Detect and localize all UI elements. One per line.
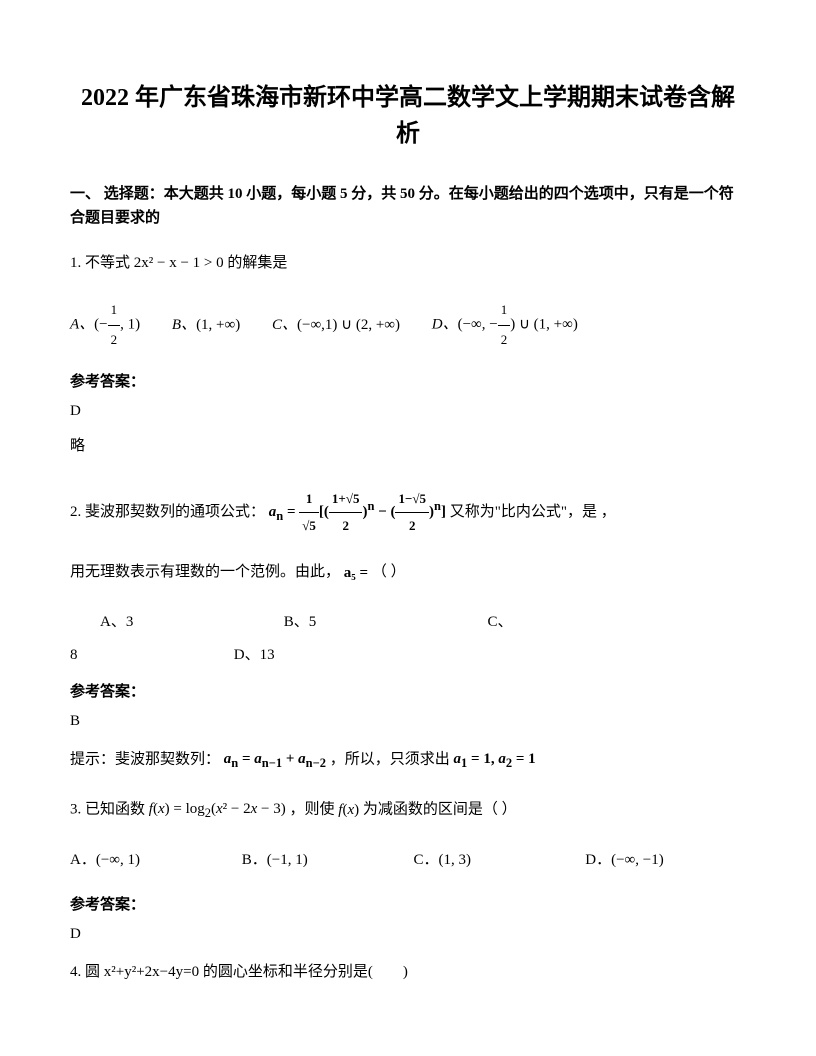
q1-optC-prefix: C、 bbox=[272, 317, 297, 333]
q3-option-d: D．(−∞, −1) bbox=[585, 844, 663, 877]
question-1: 1. 不等式 2x² − x − 1 > 0 的解集是 bbox=[70, 248, 746, 278]
q2-stem-after1: 又称为"比内公式"，是 bbox=[450, 504, 597, 520]
q3-fx: f(x) = log2(x² − 2x − 3) bbox=[149, 794, 286, 826]
q2-option-b: B、5 bbox=[284, 606, 484, 639]
q3-answer: D bbox=[70, 926, 746, 943]
q2-blank: （ ） bbox=[372, 564, 406, 580]
q2-option-c-prefix: C、 bbox=[488, 606, 513, 639]
q2-option-d: D、13 bbox=[234, 639, 275, 672]
exam-title: 2022 年广东省珠海市新环中学高二数学文上学期期末试卷含解析 bbox=[70, 80, 746, 152]
q1-option-c: C、(−∞,1) ∪ (2, +∞) bbox=[272, 309, 400, 342]
q3-stem-before: 已知函数 bbox=[85, 801, 145, 817]
q3-fx2: f(x) bbox=[338, 795, 359, 825]
question-3: 3. 已知函数 f(x) = log2(x² − 2x − 3) ，则使 f(x… bbox=[70, 794, 746, 826]
q1-option-a: A、(−12, 1) bbox=[70, 296, 140, 354]
q1-optA-prefix: A、 bbox=[70, 317, 94, 333]
q4-stem: 圆 x²+y²+2x−4y=0 的圆心坐标和半径分别是( ) bbox=[85, 964, 408, 980]
q1-note: 略 bbox=[70, 434, 746, 455]
q1-number: 1. bbox=[70, 255, 81, 271]
q2-hint-before: 提示：斐波那契数列： bbox=[70, 751, 220, 767]
q3-optB: (−1, 1) bbox=[267, 844, 308, 877]
q3-option-c: C．(1, 3) bbox=[414, 844, 554, 877]
q3-optD-prefix: D． bbox=[585, 852, 611, 868]
q2-answer-label: 参考答案： bbox=[70, 680, 746, 701]
q2-stem-after2: ， bbox=[601, 504, 616, 520]
section-1-header: 一、 选择题：本大题共 10 小题，每小题 5 分，共 50 分。在每小题给出的… bbox=[70, 182, 746, 230]
question-4: 4. 圆 x²+y²+2x−4y=0 的圆心坐标和半径分别是( ) bbox=[70, 957, 746, 987]
q3-optA: (−∞, 1) bbox=[96, 844, 140, 877]
q2-stem-line2: 用无理数表示有理数的一个范例。由此， bbox=[70, 564, 340, 580]
q3-option-a: A．(−∞, 1) bbox=[70, 844, 210, 877]
q1-option-b: B、(1, +∞) bbox=[172, 309, 240, 342]
q3-stem-mid: ，则使 bbox=[290, 801, 335, 817]
q3-optC: (1, 3) bbox=[439, 844, 472, 877]
q2-hint: 提示：斐波那契数列： an = an−1 + an−2 ，所以，只须求出 a1 … bbox=[70, 744, 746, 776]
q3-optA-prefix: A． bbox=[70, 852, 96, 868]
q2-formula: an = 1√5[(1+√52)n − (1−√52)n] bbox=[269, 486, 446, 539]
q2-option-c-value: 8 bbox=[70, 639, 230, 672]
q2-hint-mid: ，所以，只须求出 bbox=[330, 751, 450, 767]
q3-options: A．(−∞, 1) B．(−1, 1) C．(1, 3) D．(−∞, −1) bbox=[70, 844, 746, 877]
q2-hint-formula: an = an−1 + an−2 bbox=[224, 744, 326, 776]
q3-stem-after: 为减函数的区间是（ ） bbox=[363, 801, 517, 817]
q3-optB-prefix: B． bbox=[242, 852, 267, 868]
question-2-line2: 用无理数表示有理数的一个范例。由此， a₅ = （ ） bbox=[70, 557, 746, 588]
q2-answer: B bbox=[70, 713, 746, 730]
q2-option-a: A、3 bbox=[100, 606, 280, 639]
q3-optD: (−∞, −1) bbox=[611, 844, 664, 877]
q3-answer-label: 参考答案： bbox=[70, 893, 746, 914]
q3-option-b: B．(−1, 1) bbox=[242, 844, 382, 877]
q2-options: A、3 B、5 C、 8 D、13 bbox=[70, 606, 746, 672]
q1-optC-math: (−∞,1) ∪ (2, +∞) bbox=[297, 309, 400, 342]
q1-options: A、(−12, 1) B、(1, +∞) C、(−∞,1) ∪ (2, +∞) … bbox=[70, 296, 746, 354]
q1-optB-math: (1, +∞) bbox=[196, 309, 240, 342]
q3-number: 3. bbox=[70, 801, 81, 817]
q1-optD-prefix: D、 bbox=[432, 317, 458, 333]
q1-answer: D bbox=[70, 403, 746, 420]
q4-number: 4. bbox=[70, 964, 81, 980]
q1-stem: 不等式 2x² − x − 1 > 0 的解集是 bbox=[85, 255, 287, 271]
q2-hint-formula2: a1 = 1, a2 = 1 bbox=[454, 744, 536, 776]
q2-stem-before: 斐波那契数列的通项公式： bbox=[85, 504, 265, 520]
question-2: 2. 斐波那契数列的通项公式： an = 1√5[(1+√52)n − (1−√… bbox=[70, 486, 746, 539]
q1-answer-label: 参考答案： bbox=[70, 370, 746, 391]
q1-option-d: D、(−∞, −12) ∪ (1, +∞) bbox=[432, 296, 578, 354]
q2-a5: a₅ = bbox=[344, 558, 368, 588]
q1-optB-prefix: B、 bbox=[172, 317, 196, 333]
q3-optC-prefix: C． bbox=[414, 852, 439, 868]
q2-number: 2. bbox=[70, 504, 81, 520]
